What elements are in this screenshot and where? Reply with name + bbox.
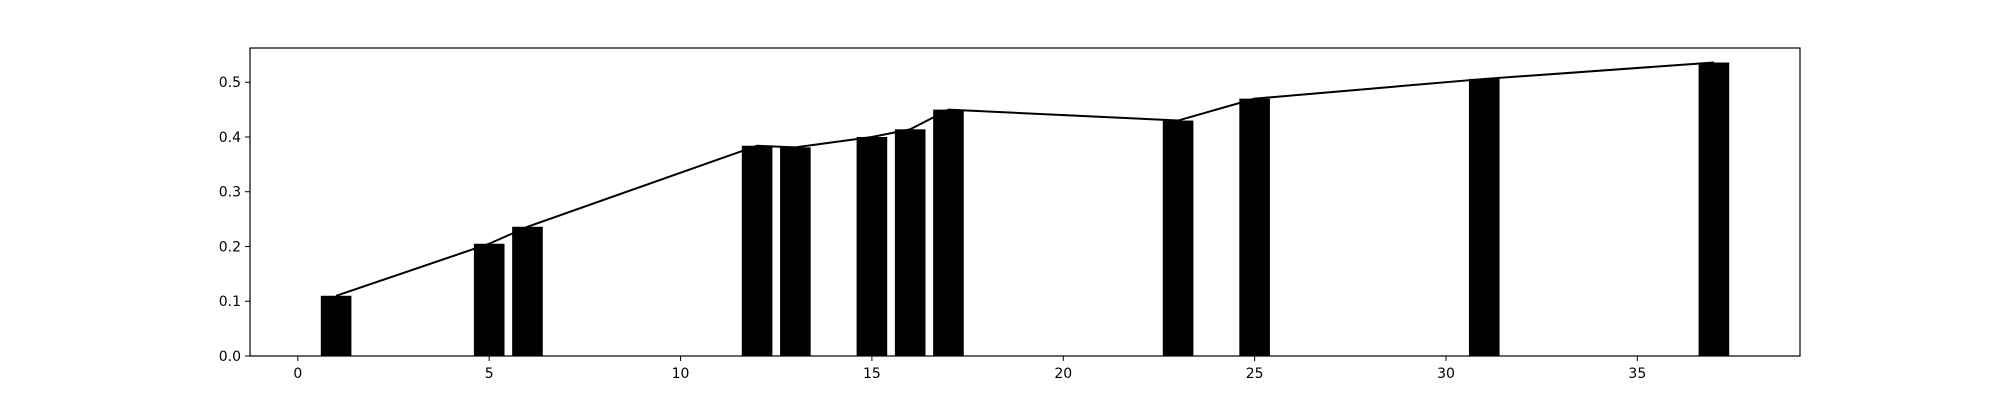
- plot-frame: [249, 47, 1801, 357]
- bar-16: [894, 129, 926, 356]
- y-tick-label: 0.5: [219, 75, 241, 91]
- x-tick-label: 30: [1437, 366, 1455, 382]
- y-tick-label: 0.3: [219, 185, 241, 201]
- bar-23: [1162, 120, 1194, 356]
- bar-15: [856, 136, 888, 356]
- y-tick-label: 0.4: [219, 130, 241, 146]
- overlay-line-group: [335, 61, 1714, 297]
- x-tick-label: 10: [672, 366, 690, 382]
- y-tick-label: 0.1: [219, 294, 241, 310]
- overlay-line: [335, 61, 1714, 297]
- bar-31: [1468, 78, 1500, 356]
- x-tick-label: 5: [485, 366, 494, 382]
- x-axis: 0 5 10 15 20 25 30 35: [293, 356, 1646, 382]
- bar-17: [933, 109, 964, 356]
- x-tick-label: 20: [1054, 366, 1072, 382]
- y-tick-label: 0.2: [219, 239, 241, 255]
- bar-37: [1698, 62, 1730, 356]
- bar-25: [1239, 98, 1270, 356]
- bars-group: [320, 62, 1730, 356]
- x-tick-label: 25: [1246, 366, 1264, 382]
- x-tick-label: 35: [1628, 366, 1646, 382]
- bar-12: [741, 145, 773, 356]
- bar-13: [780, 147, 811, 356]
- bar-6: [512, 226, 543, 356]
- bar-1: [320, 295, 352, 356]
- y-axis: 0.0 0.1 0.2 0.3 0.4 0.5: [219, 75, 250, 365]
- bar-5: [473, 243, 505, 356]
- y-tick-label: 0.0: [219, 349, 241, 365]
- x-tick-label: 0: [293, 366, 302, 382]
- x-tick-label: 15: [863, 366, 881, 382]
